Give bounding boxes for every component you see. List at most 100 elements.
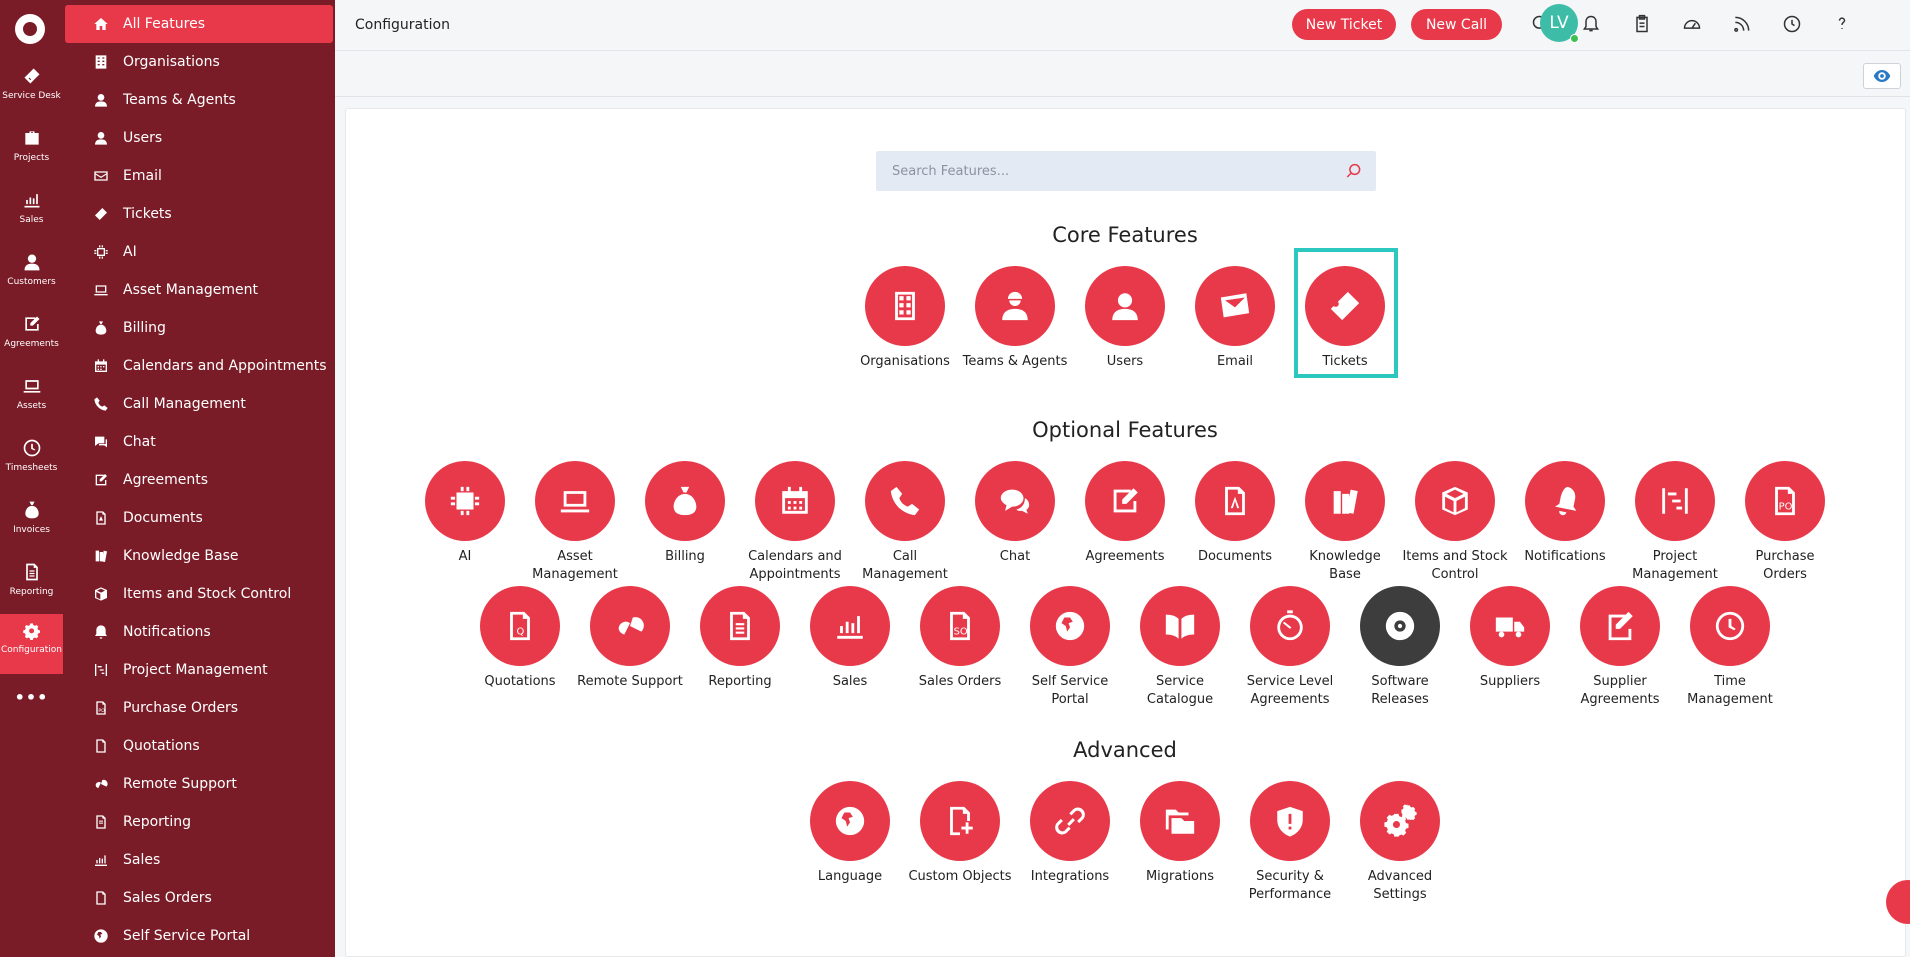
- clipboard-icon[interactable]: [1632, 14, 1654, 36]
- rail-customers[interactable]: Customers: [0, 246, 63, 304]
- feature-custom-objects[interactable]: Custom Objects: [905, 781, 1015, 886]
- phone-icon: [890, 486, 920, 516]
- feature-asset-management[interactable]: Asset Management: [520, 461, 630, 584]
- feature-label: Email: [1216, 354, 1254, 369]
- feature-service-catalogue[interactable]: Service Catalogue: [1125, 586, 1235, 709]
- app-logo[interactable]: [15, 14, 45, 44]
- feature-quotations[interactable]: Q Quotations: [465, 586, 575, 691]
- feature-sales[interactable]: Sales: [795, 586, 905, 691]
- chart-icon: [24, 194, 39, 208]
- menu-item-self-service-portal[interactable]: Self Service Portal: [65, 917, 333, 955]
- rail-agreements[interactable]: Agreements: [0, 308, 63, 366]
- more-icon[interactable]: •••: [14, 688, 49, 707]
- feature-tickets[interactable]: Tickets: [1290, 266, 1400, 371]
- agent-icon: [95, 94, 107, 107]
- feature-security-performance[interactable]: Security & Performance: [1235, 781, 1345, 904]
- laptop-icon: [560, 491, 590, 513]
- feature-agreements[interactable]: Agreements: [1070, 461, 1180, 566]
- rail-invoices[interactable]: Invoices: [0, 494, 63, 552]
- feature-reporting[interactable]: Reporting: [685, 586, 795, 691]
- menu-item-label: All Features: [123, 16, 206, 32]
- menu-item-reporting[interactable]: Reporting: [65, 803, 333, 841]
- feature-purchase-orders[interactable]: PO Purchase Orders: [1730, 461, 1840, 584]
- menu-item-notifications[interactable]: Notifications: [65, 613, 333, 651]
- contract-edit-icon: [1608, 611, 1633, 641]
- feature-email[interactable]: Email: [1180, 266, 1290, 371]
- feature-calendars[interactable]: Calendars and Appointments: [740, 461, 850, 584]
- menu-item-quotations[interactable]: Quotations: [65, 727, 333, 765]
- chart-icon: [95, 855, 107, 866]
- rail-configuration[interactable]: Configuration: [0, 614, 63, 674]
- menu-item-organisations[interactable]: Organisations: [65, 43, 333, 81]
- menu-item-project-management[interactable]: Project Management: [65, 651, 333, 689]
- feature-call-management[interactable]: Call Management: [850, 461, 960, 584]
- feature-project-management[interactable]: Project Management: [1620, 461, 1730, 584]
- bell-icon[interactable]: [1581, 14, 1603, 36]
- feature-language[interactable]: Language: [795, 781, 905, 886]
- menu-item-remote-support[interactable]: Remote Support: [65, 765, 333, 803]
- feature-supplier-agreements[interactable]: Supplier Agreements: [1565, 586, 1675, 709]
- feature-teams-agents[interactable]: Teams & Agents: [960, 266, 1070, 371]
- help-icon[interactable]: [1832, 14, 1854, 36]
- menu-item-label: Calendars and Appointments: [123, 358, 327, 374]
- new-call-button[interactable]: New Call: [1411, 9, 1502, 40]
- feature-software-releases[interactable]: Software Releases: [1345, 586, 1455, 709]
- menu-item-all-features[interactable]: All Features: [65, 5, 333, 43]
- search-input[interactable]: [876, 151, 1346, 191]
- menu-item-sales-orders[interactable]: Sales Orders: [65, 879, 333, 917]
- menu-item-sales[interactable]: Sales: [65, 841, 333, 879]
- rail-assets[interactable]: Assets: [0, 370, 63, 428]
- feature-advanced-settings[interactable]: Advanced Settings: [1345, 781, 1455, 904]
- menu-item-purchase-orders[interactable]: PO Purchase Orders: [65, 689, 333, 727]
- rail-service-desk[interactable]: Service Desk: [0, 60, 63, 118]
- rail-projects[interactable]: Projects: [0, 122, 63, 180]
- feature-knowledge-base[interactable]: Knowledge Base: [1290, 461, 1400, 584]
- pdf-icon: [96, 511, 106, 525]
- menu-item-users[interactable]: Users: [65, 119, 333, 157]
- feature-label: Calendars and Appointments: [748, 549, 842, 582]
- feature-time-management[interactable]: Time Management: [1675, 586, 1785, 709]
- rss-feed-icon[interactable]: [1732, 14, 1754, 36]
- view-toggle-button[interactable]: [1863, 63, 1901, 89]
- menu-item-chat[interactable]: Chat: [65, 423, 333, 461]
- menu-item-email[interactable]: Email: [65, 157, 333, 195]
- feature-integrations[interactable]: Integrations: [1015, 781, 1125, 886]
- menu-item-call-management[interactable]: Call Management: [65, 385, 333, 423]
- rail-sales[interactable]: Sales: [0, 184, 63, 242]
- menu-item-billing[interactable]: Billing: [65, 309, 333, 347]
- menu-item-asset-management[interactable]: Asset Management: [65, 271, 333, 309]
- rail-timesheets[interactable]: Timesheets: [0, 432, 63, 490]
- menu-item-tickets[interactable]: Tickets: [65, 195, 333, 233]
- feature-remote-support[interactable]: Remote Support: [575, 586, 685, 691]
- feature-organisations[interactable]: Organisations: [850, 266, 960, 371]
- feature-notifications[interactable]: Notifications: [1510, 461, 1620, 566]
- feature-billing[interactable]: Billing: [630, 461, 740, 566]
- svg-text:PO: PO: [98, 708, 105, 714]
- feature-migrations[interactable]: Migrations: [1125, 781, 1235, 886]
- menu-item-items-stock[interactable]: Items and Stock Control: [65, 575, 333, 613]
- menu-item-calendars[interactable]: Calendars and Appointments: [65, 347, 333, 385]
- feature-documents[interactable]: Documents: [1180, 461, 1290, 566]
- feature-self-service-portal[interactable]: Self Service Portal: [1015, 586, 1125, 709]
- feature-service-level-agreements[interactable]: Service Level Agreements: [1235, 586, 1345, 709]
- feature-label: Time Management: [1687, 674, 1773, 707]
- dashboard-gauge-icon[interactable]: [1682, 14, 1704, 36]
- search-box: [876, 151, 1376, 191]
- menu-item-teams-agents[interactable]: Teams & Agents: [65, 81, 333, 119]
- feature-sales-orders[interactable]: SO Sales Orders: [905, 586, 1015, 691]
- menu-item-ai[interactable]: AI: [65, 233, 333, 271]
- feature-suppliers[interactable]: Suppliers: [1455, 586, 1565, 691]
- feature-users[interactable]: Users: [1070, 266, 1180, 371]
- rail-reporting[interactable]: Reporting: [0, 556, 63, 614]
- search-icon[interactable]: [1345, 162, 1363, 180]
- menu-item-documents[interactable]: Documents: [65, 499, 333, 537]
- history-clock-icon[interactable]: [1782, 14, 1804, 36]
- feature-label: Service Level Agreements: [1246, 674, 1334, 707]
- menu-item-agreements[interactable]: Agreements: [65, 461, 333, 499]
- menu-item-knowledge-base[interactable]: Knowledge Base: [65, 537, 333, 575]
- box-icon: [1442, 486, 1468, 516]
- feature-items-stock[interactable]: Items and Stock Control: [1400, 461, 1510, 584]
- new-ticket-button[interactable]: New Ticket: [1292, 9, 1396, 40]
- feature-chat[interactable]: Chat: [960, 461, 1070, 566]
- feature-ai[interactable]: AI: [410, 461, 520, 566]
